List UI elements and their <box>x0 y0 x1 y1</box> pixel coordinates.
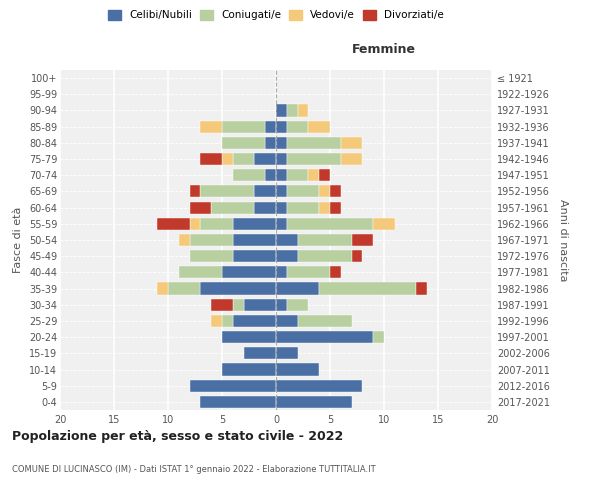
Bar <box>287 298 308 311</box>
Bar <box>287 153 341 165</box>
Bar <box>265 137 276 149</box>
Bar <box>222 120 265 132</box>
Bar <box>319 169 330 181</box>
Bar <box>265 169 276 181</box>
Bar <box>168 282 200 294</box>
Bar <box>373 331 384 343</box>
Bar <box>276 186 287 198</box>
Bar <box>254 202 276 213</box>
Bar <box>276 137 287 149</box>
Bar <box>276 218 287 230</box>
Bar <box>308 120 330 132</box>
Bar <box>254 153 276 165</box>
Bar <box>287 120 308 132</box>
Bar <box>233 250 276 262</box>
Bar <box>190 218 200 230</box>
Bar <box>233 298 244 311</box>
Bar <box>200 153 222 165</box>
Bar <box>330 266 341 278</box>
Bar <box>233 153 254 165</box>
Bar <box>276 266 287 278</box>
Bar <box>352 234 373 246</box>
Bar <box>276 153 287 165</box>
Bar <box>298 234 352 246</box>
Bar <box>157 218 190 230</box>
Bar <box>179 266 222 278</box>
Bar <box>157 282 168 294</box>
Bar <box>190 250 233 262</box>
Bar <box>265 120 276 132</box>
Bar <box>222 266 276 278</box>
Bar <box>211 298 233 311</box>
Bar <box>222 315 233 327</box>
Bar <box>416 282 427 294</box>
Bar <box>190 380 276 392</box>
Bar <box>276 380 362 392</box>
Bar <box>200 120 222 132</box>
Bar <box>319 186 330 198</box>
Bar <box>222 331 276 343</box>
Text: Femmine: Femmine <box>352 44 416 57</box>
Bar <box>233 315 276 327</box>
Bar <box>233 218 276 230</box>
Bar <box>287 202 319 213</box>
Bar <box>308 169 319 181</box>
Bar <box>276 396 352 408</box>
Bar <box>233 169 265 181</box>
Legend: Celibi/Nubili, Coniugati/e, Vedovi/e, Divorziati/e: Celibi/Nubili, Coniugati/e, Vedovi/e, Di… <box>108 10 444 20</box>
Bar <box>222 137 265 149</box>
Bar <box>190 234 233 246</box>
Bar <box>244 348 276 360</box>
Bar <box>276 315 298 327</box>
Text: COMUNE DI LUCINASCO (IM) - Dati ISTAT 1° gennaio 2022 - Elaborazione TUTTITALIA.: COMUNE DI LUCINASCO (IM) - Dati ISTAT 1°… <box>12 465 376 474</box>
Bar <box>222 153 233 165</box>
Bar <box>276 282 319 294</box>
Bar <box>287 186 319 198</box>
Bar <box>276 298 287 311</box>
Bar <box>222 364 276 376</box>
Bar <box>200 218 233 230</box>
Bar <box>352 250 362 262</box>
Text: Popolazione per età, sesso e stato civile - 2022: Popolazione per età, sesso e stato civil… <box>12 430 343 443</box>
Bar <box>276 202 287 213</box>
Bar <box>298 250 352 262</box>
Bar <box>287 104 298 117</box>
Bar <box>254 186 276 198</box>
Bar <box>373 218 395 230</box>
Bar <box>319 202 330 213</box>
Bar <box>190 186 200 198</box>
Bar <box>211 202 254 213</box>
Bar <box>244 298 276 311</box>
Bar <box>287 266 330 278</box>
Bar <box>341 137 362 149</box>
Bar <box>211 315 222 327</box>
Bar <box>330 186 341 198</box>
Bar <box>233 234 276 246</box>
Y-axis label: Anni di nascita: Anni di nascita <box>558 198 568 281</box>
Bar <box>298 104 308 117</box>
Bar <box>276 120 287 132</box>
Bar <box>298 315 352 327</box>
Bar <box>276 250 298 262</box>
Bar <box>276 234 298 246</box>
Bar <box>287 218 373 230</box>
Bar <box>287 169 308 181</box>
Bar <box>276 104 287 117</box>
Y-axis label: Fasce di età: Fasce di età <box>13 207 23 273</box>
Bar <box>341 153 362 165</box>
Bar <box>276 169 287 181</box>
Bar <box>200 186 254 198</box>
Bar <box>200 282 276 294</box>
Bar <box>276 364 319 376</box>
Bar <box>287 137 341 149</box>
Bar <box>179 234 190 246</box>
Bar <box>330 202 341 213</box>
Bar <box>276 348 298 360</box>
Bar <box>276 331 373 343</box>
Bar <box>319 282 416 294</box>
Bar <box>200 396 276 408</box>
Bar <box>190 202 211 213</box>
